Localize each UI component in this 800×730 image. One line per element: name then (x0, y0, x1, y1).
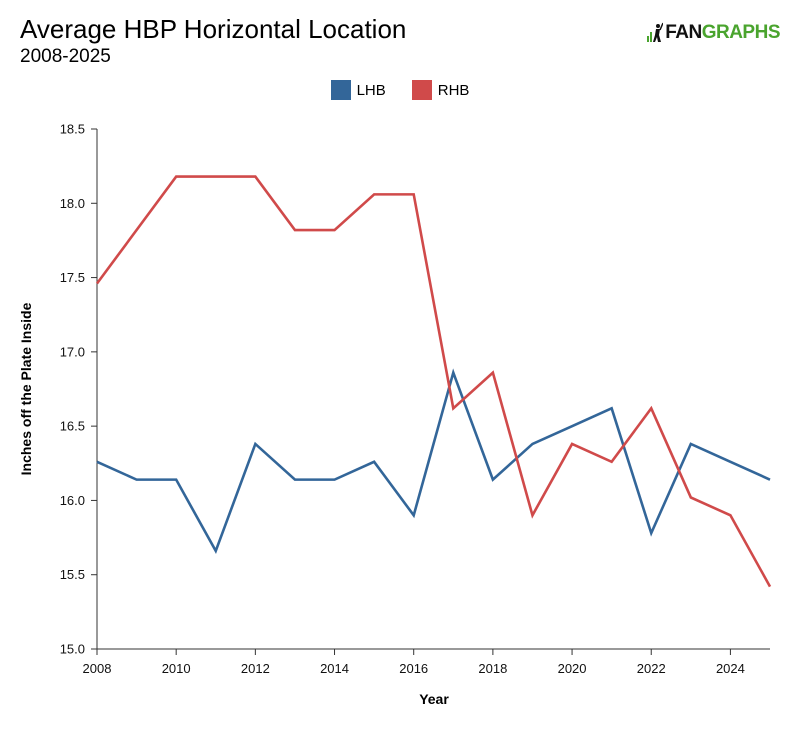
x-tick-label: 2022 (637, 661, 666, 676)
x-tick-label: 2008 (83, 661, 112, 676)
logo-text-fan: FAN (665, 22, 702, 43)
y-tick-label: 18.0 (60, 196, 85, 211)
y-tick-label: 18.5 (60, 122, 85, 137)
y-tick-label: 17.0 (60, 344, 85, 359)
series-line-rhb (95, 175, 772, 588)
series-line-lhb (96, 368, 771, 555)
x-tick-label: 2018 (478, 661, 507, 676)
y-tick-label: 15.0 (60, 642, 85, 657)
legend-swatch-rhb (411, 80, 432, 100)
x-tick-label: 2010 (162, 661, 191, 676)
chart-title: Average HBP Horizontal Location (20, 14, 407, 44)
axes: 15.0 15.5 16.0 16.5 17.0 17.5 18.0 18.5 2008 2010… (60, 122, 770, 676)
x-tick-label: 2024 (716, 661, 745, 676)
logo-text-graphs: GRAPHS (701, 22, 781, 43)
chart-subtitle: 2008-2025 (20, 46, 111, 67)
legend-swatch-lhb (330, 80, 351, 100)
y-tick-label: 17.5 (60, 270, 85, 285)
series-lines (95, 175, 772, 588)
batter-icon (647, 22, 664, 42)
x-tick-label: 2020 (558, 661, 587, 676)
x-tick-label: 2016 (399, 661, 428, 676)
legend-label-lhb: LHB (356, 81, 386, 99)
y-axis-label: Inches off the Plate Inside (18, 302, 34, 475)
y-tick-label: 15.5 (60, 567, 85, 582)
x-axis-label: Year (419, 691, 449, 707)
y-tick-label: 16.5 (60, 419, 85, 434)
legend-item-lhb[interactable]: LHB (330, 80, 386, 100)
fangraphs-logo: FAN GRAPHS (647, 22, 781, 44)
x-tick-label: 2014 (320, 661, 349, 676)
x-tick-label: 2012 (241, 661, 270, 676)
y-tick-label: 16.0 (60, 493, 85, 508)
legend-label-rhb: RHB (437, 81, 470, 99)
legend: LHB RHB (0, 80, 800, 100)
legend-item-rhb[interactable]: RHB (411, 80, 470, 100)
